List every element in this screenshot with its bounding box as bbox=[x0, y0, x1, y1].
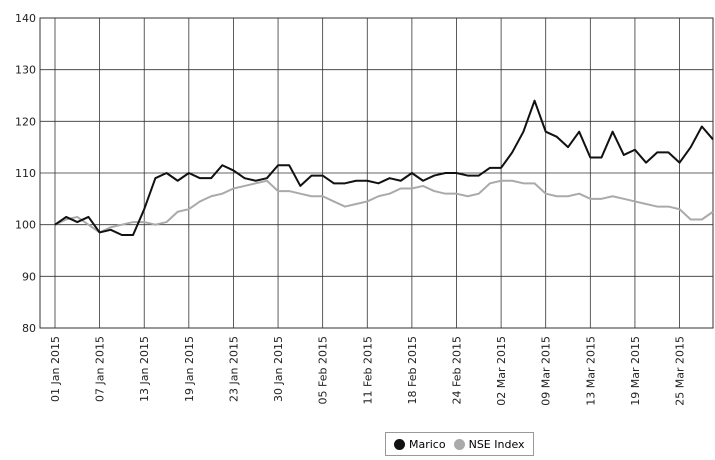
x-tick-label: 11 Feb 2015 bbox=[361, 336, 374, 404]
y-tick-label: 140 bbox=[15, 12, 36, 25]
y-tick-label: 120 bbox=[15, 115, 36, 128]
legend-swatch bbox=[394, 439, 405, 450]
x-tick-label: 09 Mar 2015 bbox=[540, 336, 553, 406]
x-tick-label: 18 Feb 2015 bbox=[406, 336, 419, 404]
x-tick-label: 13 Mar 2015 bbox=[584, 336, 597, 406]
series-line bbox=[54, 179, 714, 234]
chart: 80 90 100 110 120 130 140 01 Jan 2015 07 Jan 201… bbox=[15, 12, 714, 406]
legend-label: Marico bbox=[409, 437, 446, 451]
x-tick-label: 01 Jan 2015 bbox=[49, 336, 62, 402]
x-tick-label: 13 Jan 2015 bbox=[138, 336, 151, 402]
x-tick-label: 19 Mar 2015 bbox=[629, 336, 642, 406]
legend-item[interactable]: NSE Index bbox=[453, 437, 525, 451]
x-tick-label: 07 Jan 2015 bbox=[94, 336, 107, 402]
x-tick-label: 05 Feb 2015 bbox=[317, 336, 330, 404]
x-tick-label: 23 Jan 2015 bbox=[227, 336, 240, 402]
y-tick-label: 130 bbox=[15, 64, 36, 77]
legend-item[interactable]: Marico bbox=[394, 438, 446, 451]
x-tick-label: 30 Jan 2015 bbox=[272, 336, 285, 402]
legend: Marico NSE Index bbox=[385, 432, 534, 456]
x-tick-label: 19 Jan 2015 bbox=[183, 336, 196, 402]
y-tick-label: 110 bbox=[15, 167, 36, 180]
series-line bbox=[54, 99, 714, 236]
legend-label: NSE Index bbox=[468, 437, 525, 451]
y-tick-label: 90 bbox=[22, 270, 36, 283]
y-tick-label: 80 bbox=[22, 322, 36, 335]
y-tick-label: 100 bbox=[15, 219, 36, 232]
x-tick-label: 25 Mar 2015 bbox=[674, 336, 687, 406]
x-tick-label: 02 Mar 2015 bbox=[495, 336, 508, 406]
legend-swatch bbox=[453, 439, 465, 450]
x-tick-label: 24 Feb 2015 bbox=[450, 336, 463, 404]
